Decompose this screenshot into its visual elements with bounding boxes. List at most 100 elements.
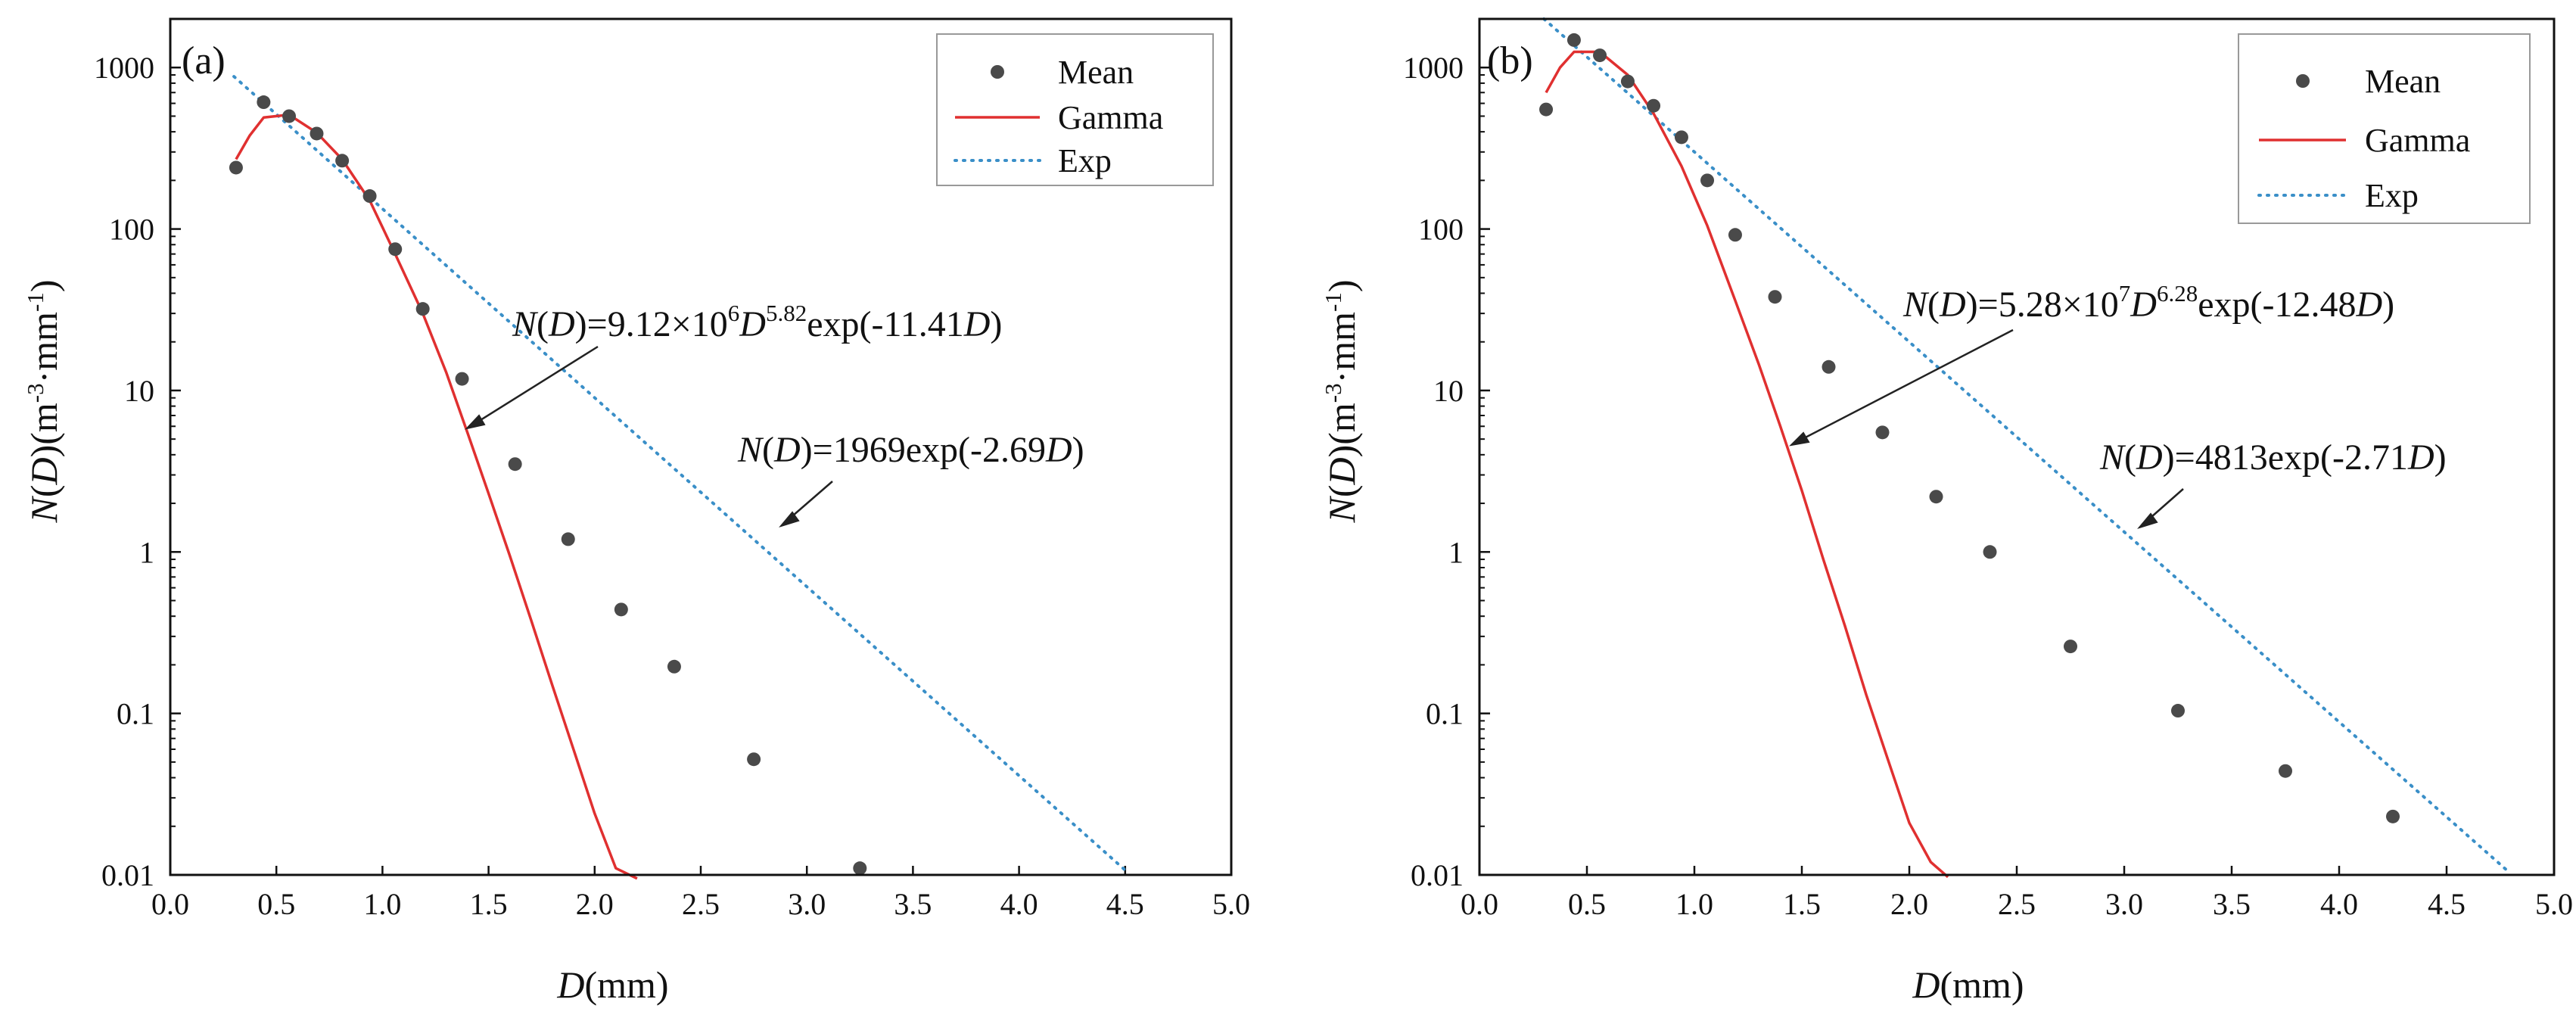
mean-point	[2279, 764, 2292, 778]
mean-point	[1539, 102, 1554, 117]
annotations: N(D)=9.12×106D5.82exp(-11.41D) N(D)=1969…	[465, 300, 1084, 528]
x-tick-label: 1.0	[363, 887, 401, 921]
exp-fit-path	[1542, 17, 2509, 872]
exp-equation: N(D)=1969exp(-2.69D)	[737, 430, 1084, 470]
x-tick-label: 0.5	[257, 887, 295, 921]
mean-point	[415, 302, 430, 316]
x-tick-label: 4.5	[2428, 887, 2466, 921]
mean-point	[1566, 33, 1581, 47]
y-tick-label: 1000	[94, 51, 154, 85]
legend-box	[936, 33, 1214, 186]
x-tick-label: 2.0	[1890, 887, 1928, 921]
mean-point	[282, 109, 297, 123]
legend-mean-marker	[991, 65, 1004, 79]
y-tick-label: 10	[1433, 374, 1464, 408]
mean-point	[257, 95, 271, 110]
plot-frame	[1478, 17, 2556, 876]
exp-fit-line	[1542, 17, 2509, 872]
y-axis-title: N(D)(m-3·mm-1)	[1320, 279, 1363, 523]
mean-point	[455, 372, 469, 386]
y-tick-label: 0.1	[1426, 697, 1464, 731]
mean-point	[747, 752, 761, 767]
gamma-fit-line	[1545, 50, 1949, 879]
mean-points	[229, 95, 867, 876]
x-tick-label: 2.5	[1998, 887, 2036, 921]
x-axis-title: D(mm)	[556, 963, 668, 1006]
panel-label: (b)	[1487, 39, 1533, 82]
legend-mean-label: Mean	[2365, 63, 2441, 100]
mean-point	[1929, 490, 1943, 504]
gamma-equation: N(D)=5.28×107D6.28exp(-12.48D)	[1902, 280, 2394, 325]
y-tick-label: 0.1	[117, 697, 154, 731]
y-ticks: 0.01 0.1 1 10 100 1000	[1403, 51, 1490, 892]
exp-fit-line	[232, 75, 1127, 872]
y-tick-label: 1	[1448, 535, 1464, 569]
mean-point	[335, 154, 350, 168]
exp-equation: N(D)=4813exp(-2.71D)	[2099, 437, 2447, 478]
legend-exp-label: Exp	[2365, 177, 2419, 214]
chart-panel-b: N(D)(m-3·mm-1) D(mm) 0.0 0.5 1.0 1.5 2.0 2.5 3…	[1320, 17, 2573, 1006]
mean-point	[1647, 98, 1661, 113]
y-tick-label: 0.01	[101, 858, 154, 892]
panel-label: (a)	[182, 39, 226, 82]
x-ticks: 0.0 0.5 1.0 1.5 2.0 2.5 3.0 3.5 4.0 4.5 5.0	[1461, 866, 2573, 921]
y-tick-label: 100	[109, 213, 154, 247]
x-ticks: 0.0 0.5 1.0 1.5 2.0 2.5 3.0 3.5 4.0 4.5 5.0	[151, 866, 1250, 921]
y-tick-label: 10	[124, 374, 154, 408]
x-tick-label: 4.5	[1106, 887, 1144, 921]
legend-mean-label: Mean	[1058, 54, 1134, 91]
mean-point	[561, 532, 575, 546]
gamma-equation: N(D)=9.12×106D5.82exp(-11.41D)	[512, 300, 1002, 344]
x-tick-label: 0.0	[151, 887, 189, 921]
mean-point	[1983, 545, 1997, 559]
mean-point	[667, 659, 681, 674]
mean-point	[508, 457, 522, 472]
y-tick-label: 1	[139, 535, 154, 569]
legend-mean-marker	[2296, 74, 2310, 88]
mean-point	[1728, 228, 1742, 242]
x-tick-label: 4.0	[1000, 887, 1038, 921]
mean-point	[1620, 74, 1635, 89]
mean-point	[1593, 48, 1607, 63]
legend: Mean Gamma Exp	[2238, 33, 2531, 224]
mean-point	[1700, 173, 1715, 188]
x-tick-label: 1.5	[1783, 887, 1821, 921]
x-tick-label: 0.0	[1461, 887, 1498, 921]
legend-gamma-label: Gamma	[1058, 99, 1163, 136]
mean-point	[2386, 809, 2400, 823]
x-tick-label: 1.5	[470, 887, 508, 921]
mean-point	[1875, 425, 1890, 440]
x-tick-label: 5.0	[2535, 887, 2573, 921]
x-tick-label: 3.5	[894, 887, 932, 921]
mean-point	[2064, 640, 2077, 654]
mean-point	[310, 126, 324, 141]
mean-points	[1539, 33, 2400, 823]
exp-equation-arrow	[779, 481, 833, 528]
y-tick-label: 100	[1418, 213, 1464, 247]
gamma-fit-path	[1545, 50, 1949, 879]
y-tick-label: 0.01	[1411, 858, 1464, 892]
gamma-equation-arrow	[1789, 328, 2014, 447]
gamma-fit-line	[235, 113, 638, 880]
x-tick-label: 0.5	[1568, 887, 1606, 921]
plot-frame	[169, 17, 1233, 876]
x-tick-label: 3.0	[788, 887, 826, 921]
y-ticks: 0.01 0.1 1 10 100 1000	[94, 51, 181, 892]
mean-point	[362, 189, 377, 204]
mean-point	[388, 242, 403, 257]
mean-point	[2171, 704, 2185, 718]
chart-panel-a: N(D)(m-3·mm-1) D(mm) 0.0 0.5 1.0 1.5 2.0 2.5 3…	[22, 17, 1250, 1006]
x-tick-label: 5.0	[1212, 887, 1250, 921]
annotations: N(D)=5.28×107D6.28exp(-12.48D) N(D)=4813…	[1789, 280, 2447, 529]
x-tick-label: 3.5	[2213, 887, 2251, 921]
mean-point	[1674, 130, 1688, 145]
x-tick-label: 4.0	[2320, 887, 2358, 921]
y-tick-label: 1000	[1403, 51, 1464, 85]
x-tick-label: 2.0	[576, 887, 614, 921]
mean-point	[1822, 359, 1836, 374]
legend: Mean Gamma Exp	[936, 33, 1214, 186]
mean-point	[853, 861, 867, 876]
y-axis-title: N(D)(m-3·mm-1)	[22, 279, 65, 523]
x-axis-title: D(mm)	[1912, 963, 2024, 1006]
